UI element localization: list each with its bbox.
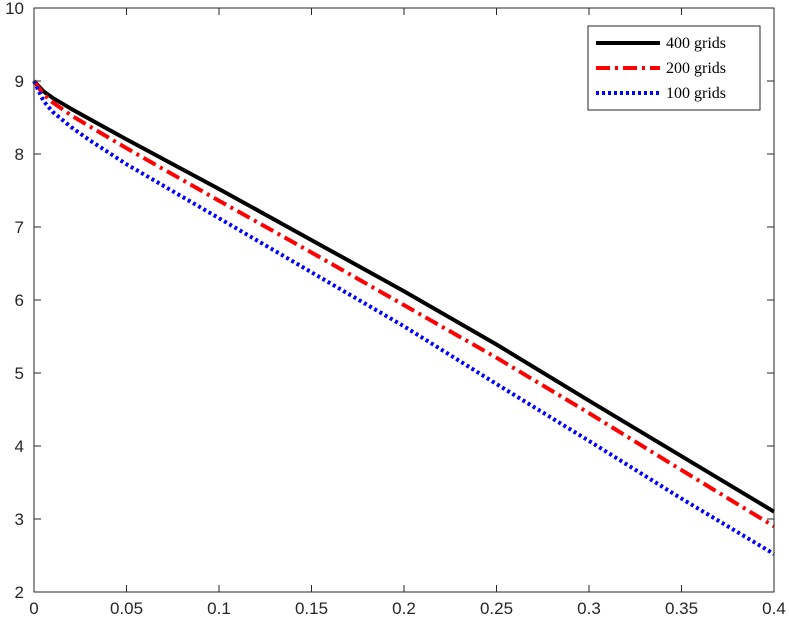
y-tick-label: 4 [15,437,24,456]
y-tick-label: 7 [15,218,24,237]
legend: 400 grids 200 grids 100 grids [587,25,761,111]
x-tick-label: 0.35 [665,599,698,618]
series-layer [32,79,776,556]
x-tick-label: 0.3 [577,599,601,618]
series-line-1 [32,79,776,529]
x-tick-label: 0.1 [207,599,231,618]
series-line-2 [32,80,776,556]
y-tick-label: 8 [15,145,24,164]
legend-label-0: 400 grids [666,35,726,52]
x-tick-label: 0.15 [295,599,328,618]
x-tick-label: 0.2 [392,599,416,618]
x-tick-label: 0.4 [762,599,786,618]
legend-label-1: 200 grids [666,60,726,77]
legend-label-2: 100 grids [666,85,726,102]
y-tick-label: 6 [15,291,24,310]
y-tick-label: 10 [5,0,24,18]
x-tick-label: 0.05 [110,599,143,618]
x-tick-label: 0.25 [480,599,513,618]
axes-layer: 0 0.05 0.1 0.15 0.2 0.25 0.3 0.35 0.4 2 3 4 5 6 7 8 9 10 [5,0,786,618]
y-tick-label: 3 [15,510,24,529]
y-tick-label: 5 [15,364,24,383]
x-tick-label: 0 [29,599,38,618]
series-line-0 [32,79,776,514]
y-tick-label: 9 [15,72,24,91]
y-tick-label: 2 [15,583,24,602]
